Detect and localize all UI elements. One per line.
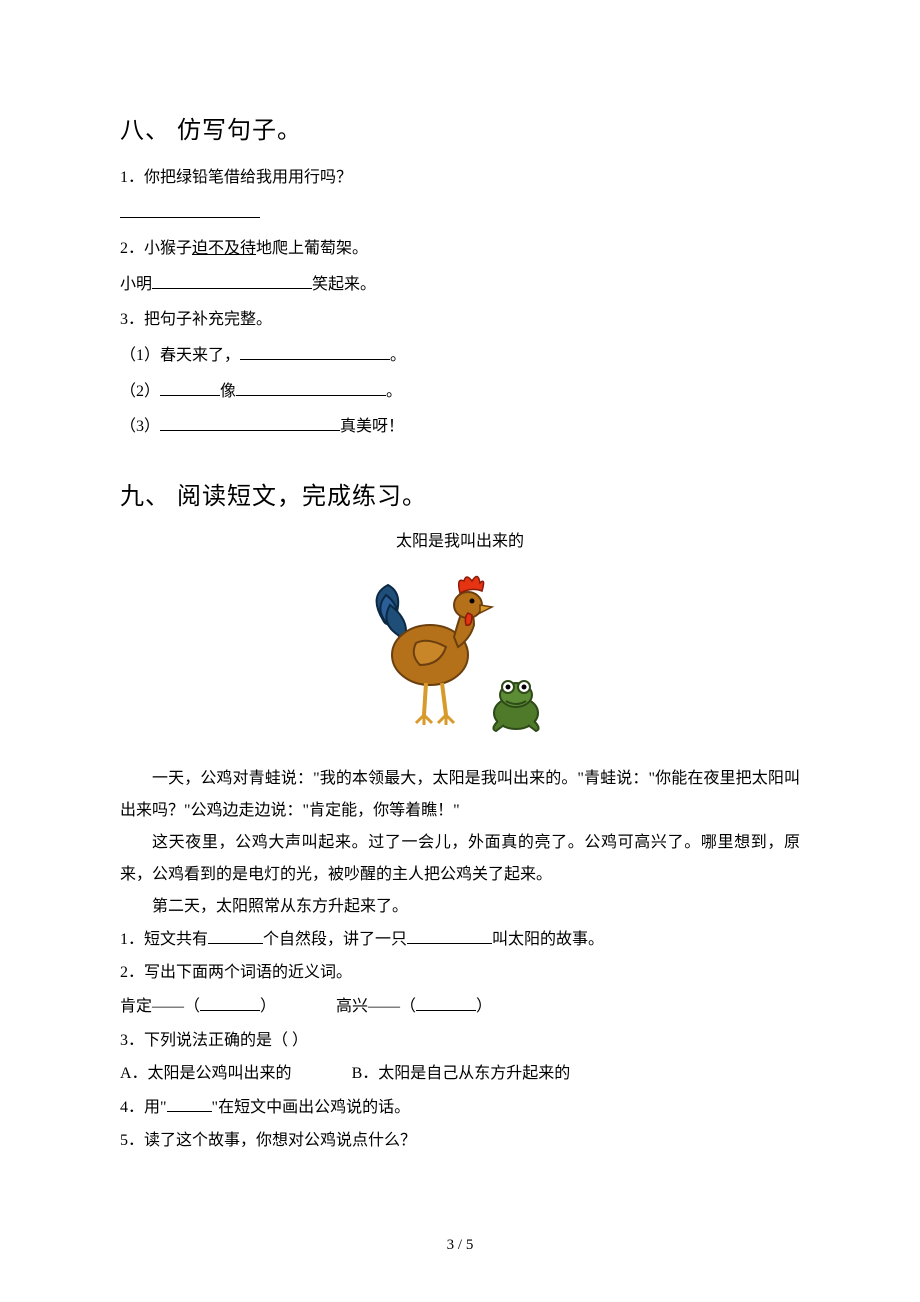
s9-q2-right: 高兴——（ ） bbox=[336, 990, 492, 1024]
s8-q3-1: （1）春天来了， 。 bbox=[120, 339, 800, 373]
s8-q1-blank bbox=[120, 197, 800, 231]
s8-q3-2-prefix: （2） bbox=[120, 383, 160, 400]
s9-q2-left: 肯定——（ ） bbox=[120, 990, 276, 1024]
blank bbox=[236, 379, 386, 396]
s9-q3-options: A．太阳是公鸡叫出来的 B．太阳是自己从东方升起来的 bbox=[120, 1057, 800, 1091]
s8-q2-suffix: 地爬上葡萄架。 bbox=[256, 240, 368, 257]
s8-q3-3-prefix: （3） bbox=[120, 418, 160, 435]
s8-q3: 3．把句子补充完整。 bbox=[120, 303, 800, 337]
s8-q2-prefix: 2．小猴子 bbox=[120, 240, 192, 257]
worksheet-page: 八、 仿写句子。 1．你把绿铅笔借给我用用行吗？ 2．小猴子迫不及待地爬上葡萄架… bbox=[0, 0, 920, 1302]
blank bbox=[416, 994, 476, 1011]
blank bbox=[240, 343, 390, 360]
s9-q1-a: 1．短文共有 bbox=[120, 931, 208, 948]
s8-q2-underlined: 迫不及待 bbox=[192, 240, 256, 257]
s9-q2-right-label: 高兴——（ bbox=[336, 998, 416, 1015]
s9-q3: 3．下列说法正确的是（ ） bbox=[120, 1024, 800, 1058]
s9-q3-option-b: B．太阳是自己从东方升起来的 bbox=[352, 1057, 571, 1091]
s8-q1: 1．你把绿铅笔借给我用用行吗？ bbox=[120, 161, 800, 195]
s9-q4-a: 4．用" bbox=[120, 1099, 167, 1116]
rooster-frog-icon bbox=[368, 565, 553, 740]
s9-q4: 4．用" "在短文中画出公鸡说的话。 bbox=[120, 1091, 800, 1125]
page-number: 3 / 5 bbox=[0, 1237, 920, 1254]
blank bbox=[160, 379, 220, 396]
s8-q3-2-mid: 像 bbox=[220, 383, 236, 400]
s8-q2b-suffix: 笑起来。 bbox=[312, 276, 376, 293]
s8-q3-3: （3） 真美呀！ bbox=[120, 410, 800, 444]
blank bbox=[407, 927, 492, 944]
s8-q2b-prefix: 小明 bbox=[120, 276, 152, 293]
s9-q3-option-a: A．太阳是公鸡叫出来的 bbox=[120, 1057, 292, 1091]
section-9-heading: 九、 阅读短文，完成练习。 bbox=[120, 476, 800, 511]
s9-q4-b: "在短文中画出公鸡说的话。 bbox=[212, 1099, 411, 1116]
s9-q2-answers: 肯定——（ ） 高兴——（ ） bbox=[120, 990, 800, 1024]
s8-q3-1-suffix: 。 bbox=[390, 347, 406, 364]
s8-q3-2: （2） 像 。 bbox=[120, 375, 800, 409]
section-8-heading: 八、 仿写句子。 bbox=[120, 110, 800, 145]
passage-title: 太阳是我叫出来的 bbox=[120, 527, 800, 551]
s9-q1: 1．短文共有 个自然段，讲了一只 叫太阳的故事。 bbox=[120, 923, 800, 957]
passage-para-2: 这天夜里，公鸡大声叫起来。过了一会儿，外面真的亮了。公鸡可高兴了。哪里想到，原来… bbox=[120, 827, 800, 891]
s9-q1-b: 个自然段，讲了一只 bbox=[263, 931, 407, 948]
blank bbox=[167, 1095, 212, 1112]
blank bbox=[152, 272, 312, 289]
s9-q2: 2．写出下面两个词语的近义词。 bbox=[120, 956, 800, 990]
s8-q3-2-suffix: 。 bbox=[386, 383, 402, 400]
s8-q2: 2．小猴子迫不及待地爬上葡萄架。 bbox=[120, 232, 800, 266]
passage-body: 一天，公鸡对青蛙说："我的本领最大，太阳是我叫出来的。"青蛙说："你能在夜里把太… bbox=[120, 763, 800, 923]
s9-q5: 5．读了这个故事，你想对公鸡说点什么？ bbox=[120, 1124, 800, 1158]
blank bbox=[200, 994, 260, 1011]
s9-q1-c: 叫太阳的故事。 bbox=[492, 931, 604, 948]
s8-q2b: 小明 笑起来。 bbox=[120, 268, 800, 302]
blank bbox=[208, 927, 263, 944]
passage-illustration bbox=[120, 565, 800, 745]
passage-para-3: 第二天，太阳照常从东方升起来了。 bbox=[120, 891, 800, 923]
s9-q2-left-end: ） bbox=[260, 998, 276, 1015]
blank bbox=[160, 414, 340, 431]
s8-q3-3-suffix: 真美呀！ bbox=[340, 418, 404, 435]
passage-para-1: 一天，公鸡对青蛙说："我的本领最大，太阳是我叫出来的。"青蛙说："你能在夜里把太… bbox=[120, 763, 800, 827]
s9-q2-left-label: 肯定——（ bbox=[120, 998, 200, 1015]
s8-q3-1-prefix: （1）春天来了， bbox=[120, 347, 240, 364]
s9-q2-right-end: ） bbox=[476, 998, 492, 1015]
